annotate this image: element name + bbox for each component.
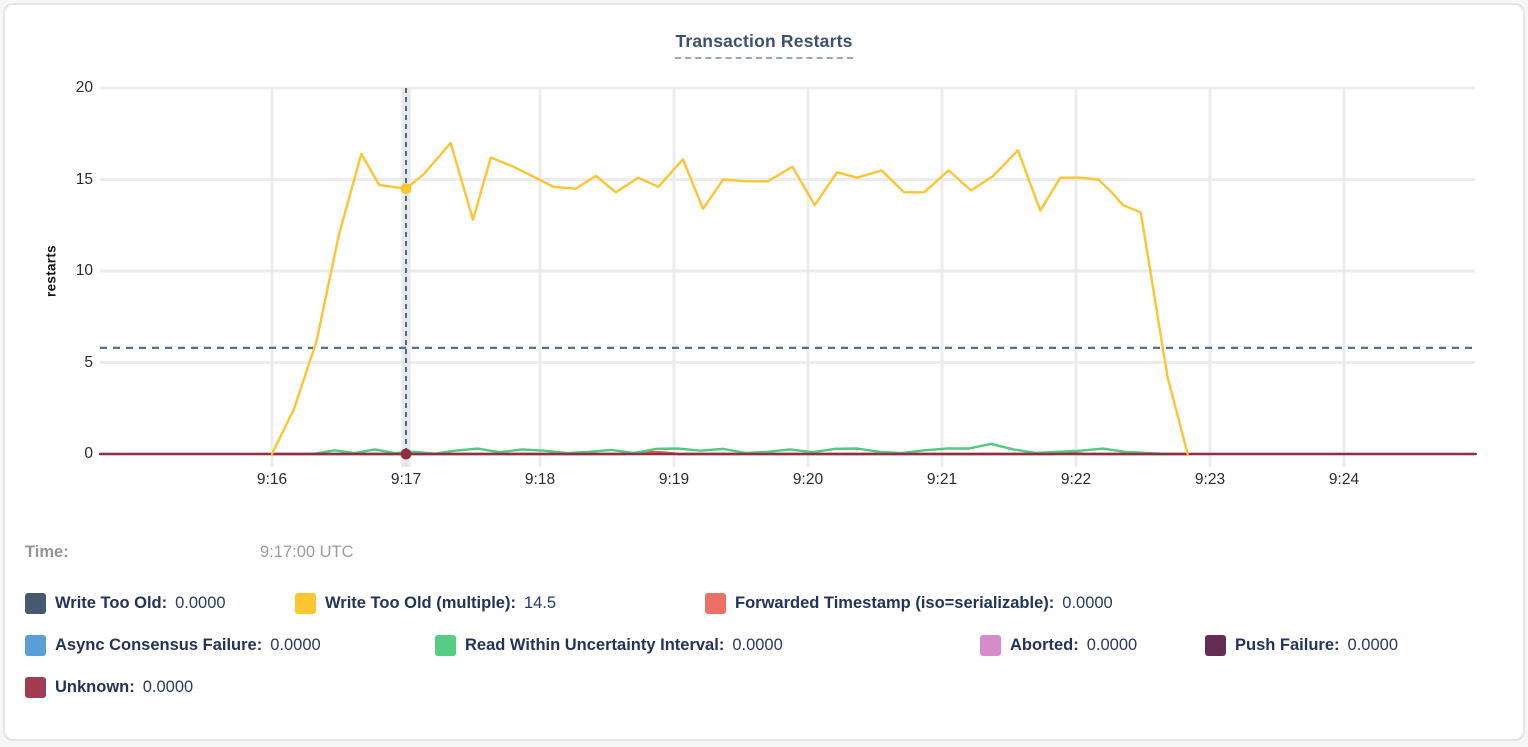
legend-label: Async Consensus Failure: <box>55 636 263 654</box>
y-tick-label: 0 <box>84 445 93 462</box>
x-tick-label: 9:18 <box>524 471 556 488</box>
legend-swatch-icon <box>1205 635 1226 656</box>
series-line <box>311 442 1167 456</box>
y-tick-label: 10 <box>75 262 93 279</box>
legend-row: Unknown: 0.0000 <box>25 677 1507 698</box>
x-tick-label: 9:19 <box>658 471 690 488</box>
legend-value: 0.0000 <box>732 636 783 654</box>
legend-item: Write Too Old (multiple): 14.5 <box>295 593 705 614</box>
legend-swatch-icon <box>25 593 46 614</box>
x-tick-label: 9:23 <box>1194 471 1226 488</box>
legend-row: Write Too Old: 0.0000 Write Too Old (multi… <box>25 593 1507 614</box>
legend-label: Push Failure: <box>1235 636 1340 654</box>
legend-swatch-icon <box>25 677 46 698</box>
chart-area: 0 5 10 15 20 9:16 9:17 9:18 9:19 9:20 9:21 9:22 9:2… <box>5 5 1525 510</box>
legend-item: Push Failure: 0.0000 <box>1205 635 1398 656</box>
legend-item: Write Too Old: 0.0000 <box>25 593 295 614</box>
y-tick-label: 20 <box>75 79 93 96</box>
legend-label: Aborted: <box>1010 636 1079 654</box>
x-tick-label: 9:22 <box>1060 471 1092 488</box>
hover-time-row: Time: 9:17:00 UTC <box>25 543 354 562</box>
legend-swatch-icon <box>980 635 1001 656</box>
legend-value: 0.0000 <box>142 678 194 696</box>
x-tick-label: 9:20 <box>792 471 824 488</box>
x-tick-label: 9:21 <box>926 471 958 488</box>
legend-swatch-icon <box>435 635 456 656</box>
legend-label: Write Too Old: <box>55 594 168 612</box>
time-label: Time: <box>25 543 69 561</box>
legend-label: Read Within Uncertainty Interval: <box>465 636 725 654</box>
legend-item: Read Within Uncertainty Interval: 0.0000 <box>435 635 980 656</box>
x-tick-label: 9:17 <box>390 471 422 488</box>
time-value: 9:17:00 UTC <box>260 543 354 561</box>
legend-value: 0.0000 <box>1062 594 1113 612</box>
chart-card: 0 5 10 15 20 9:16 9:17 9:18 9:19 9:20 9:21 9:22 9:2… <box>3 3 1525 741</box>
y-tick-label: 15 <box>75 170 93 188</box>
legend-value: 0.0000 <box>1347 636 1398 654</box>
legend-swatch-icon <box>295 593 316 614</box>
series-legend: Write Too Old: 0.0000 Write Too Old (multi… <box>25 593 1507 719</box>
x-tick-label: 9:16 <box>256 471 288 488</box>
legend-label: Unknown: <box>55 678 135 696</box>
legend-item: Aborted: 0.0000 <box>980 635 1205 656</box>
hover-dot <box>400 183 412 195</box>
chart-plot-area[interactable] <box>5 5 1525 510</box>
series-line <box>270 141 1189 456</box>
x-tick-label: 9:24 <box>1328 471 1360 488</box>
legend-row: Async Consensus Failure: 0.0000 Read Withi… <box>25 635 1507 656</box>
legend-value: 0.0000 <box>270 636 321 654</box>
hover-dot <box>400 448 412 460</box>
legend-swatch-icon <box>705 593 726 614</box>
y-axis-label: restarts <box>43 245 59 297</box>
y-tick-label: 5 <box>84 353 93 371</box>
legend-label: Write Too Old (multiple): <box>325 594 516 612</box>
legend-swatch-icon <box>25 635 46 656</box>
chart-title[interactable]: Transaction Restarts <box>675 31 853 59</box>
legend-item: Async Consensus Failure: 0.0000 <box>25 635 435 656</box>
legend-value: 14.5 <box>523 594 557 612</box>
legend-value: 0.0000 <box>175 594 226 612</box>
legend-item: Unknown: 0.0000 <box>25 677 193 698</box>
legend-label: Forwarded Timestamp (iso=serializable): <box>735 594 1055 612</box>
legend-value: 0.0000 <box>1086 636 1138 654</box>
legend-item: Forwarded Timestamp (iso=serializable): 0… <box>705 593 1113 614</box>
